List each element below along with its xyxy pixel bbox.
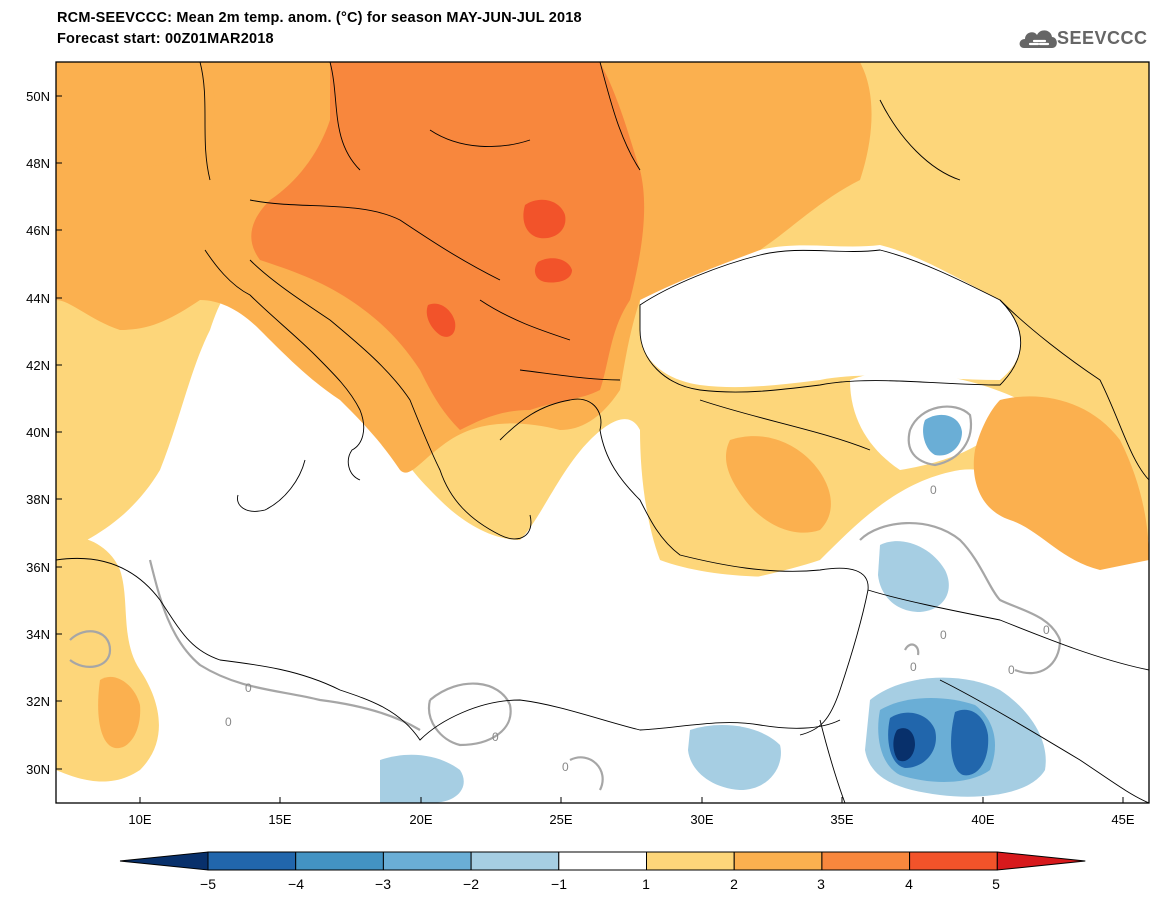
coastline-north-africa [56, 557, 841, 741]
black-sea [640, 245, 1021, 388]
lat-label-36n: 36N [26, 560, 50, 575]
warm2-zone-tunisia [98, 676, 141, 749]
contour-label-zero: 0 [1043, 623, 1050, 637]
lon-label-10e: 10E [128, 812, 152, 827]
lon-label-15e: 15E [268, 812, 292, 827]
coastline-italy [204, 249, 365, 512]
warm2-zone-east-turkey [973, 396, 1149, 570]
colorbar-segment [207, 851, 297, 871]
contour-label-zero: 0 [940, 628, 947, 642]
colorbar-label: −4 [288, 876, 304, 892]
warm2-zone-anatolia [725, 436, 831, 533]
colorbar-arrow-right [996, 851, 1086, 871]
colorbar-label: 5 [992, 876, 1000, 892]
coastline-greece-turkey [499, 398, 869, 736]
colorbar-segment [295, 851, 384, 871]
mediterranean-sea [56, 280, 866, 740]
colorbar-label: −3 [375, 876, 391, 892]
contour-label-zero: 0 [1008, 663, 1015, 677]
lon-label-45e: 45E [1111, 812, 1135, 827]
zero-contour-libya [427, 682, 512, 747]
contour-label-zero: 0 [225, 715, 232, 729]
warm3-zone-west [56, 62, 215, 167]
warm4-spot-romania [523, 199, 566, 239]
cool5-spot-jordan [893, 728, 915, 762]
logo-text: SEEVCCC [1057, 28, 1148, 48]
warm4-spot-romania-2 [534, 258, 572, 283]
colorbar-label: −2 [463, 876, 479, 892]
map-title: RCM-SEEVCCC: Mean 2m temp. anom. (°C) fo… [57, 10, 582, 26]
lat-label-34n: 34N [26, 627, 50, 642]
lon-label-20e: 20E [409, 812, 433, 827]
coastline-balkans [249, 259, 532, 540]
colorbar-label: 1 [642, 876, 650, 892]
colorbar-label: −1 [551, 876, 567, 892]
lon-label-30e: 30E [690, 812, 714, 827]
cloud-icon [1019, 30, 1057, 48]
lat-label-44n: 44N [26, 291, 50, 306]
colorbar [119, 851, 1086, 871]
lon-label-25e: 25E [549, 812, 573, 827]
border-lines [199, 62, 1149, 803]
zero-contour-turkey-east [907, 405, 973, 467]
colorbar-segment [909, 851, 998, 871]
coastline-black-sea [639, 249, 1022, 393]
lon-label-40e: 40E [971, 812, 995, 827]
zero-contour-africa [69, 559, 421, 731]
lat-label-50n: 50N [26, 89, 50, 104]
lon-label-35e: 35E [830, 812, 854, 827]
colorbar-segment [470, 851, 560, 871]
colorbar-segment [733, 851, 823, 871]
contour-label-zero: 0 [492, 730, 499, 744]
forecast-start-label: Forecast start: 00Z01MAR2018 [57, 31, 274, 47]
colorbar-segment [821, 851, 911, 871]
warm4-spot-serbia [426, 303, 456, 337]
colorbar-segment [646, 851, 735, 871]
colorbar-segment [382, 851, 472, 871]
colorbar-label: −5 [200, 876, 216, 892]
colorbar-label: 2 [730, 876, 738, 892]
zero-contour-egypt [569, 756, 604, 791]
contour-label-zero: 0 [910, 660, 917, 674]
lat-label-42n: 42N [26, 358, 50, 373]
lat-label-46n: 46N [26, 223, 50, 238]
contour-label-zero: 0 [562, 760, 569, 774]
warm2-zone-ne [860, 62, 1149, 240]
colorbar-segment [558, 851, 647, 871]
contour-label-zero: 0 [245, 681, 252, 695]
colorbar-arrow-left [119, 851, 209, 871]
cool1-zone-syria [878, 541, 949, 612]
cool3-zone-iraq [951, 709, 989, 776]
zero-contour-levant [859, 521, 1062, 675]
colorbar-label: 3 [817, 876, 825, 892]
warm3-zone-balkans [251, 62, 645, 430]
cool1-zone-libya [380, 754, 464, 803]
lat-label-40n: 40N [26, 425, 50, 440]
lat-label-32n: 32N [26, 694, 50, 709]
cool1-zone-east-turkey [923, 414, 962, 456]
lat-label-30n: 30N [26, 762, 50, 777]
contour-label-zero: 0 [930, 483, 937, 497]
colorbar-label: 4 [905, 876, 913, 892]
lat-label-38n: 38N [26, 492, 50, 507]
lat-label-48n: 48N [26, 156, 50, 171]
cool1-zone-egypt [688, 725, 781, 790]
